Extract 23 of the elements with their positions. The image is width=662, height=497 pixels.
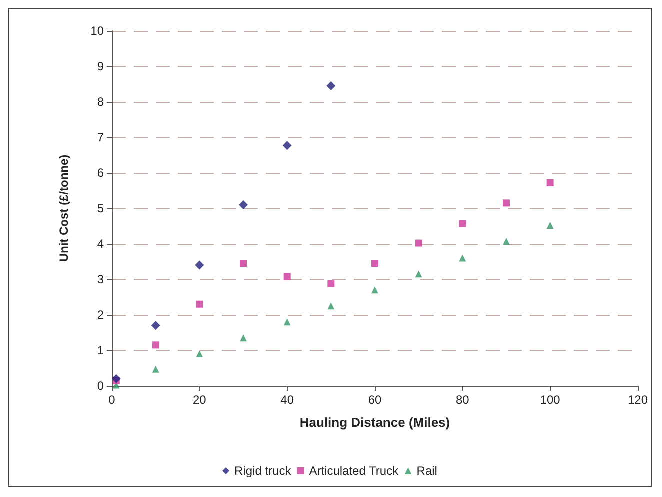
x-tick-label: 20 [192, 393, 207, 407]
x-tick-label: 0 [108, 393, 116, 407]
x-tick-label: 60 [368, 393, 382, 407]
x-tick-label: 120 [628, 393, 648, 407]
y-tick-label: 9 [97, 60, 104, 74]
y-axis-title: Unit Cost (£/tonne) [57, 154, 71, 262]
y-tick-label: 3 [97, 272, 104, 286]
x-tick-label: 40 [280, 393, 294, 407]
y-tick-label: 6 [97, 166, 104, 180]
y-tick-label: 10 [90, 24, 104, 38]
y-tick-label: 4 [97, 237, 104, 251]
y-tick-label: 1 [97, 344, 104, 358]
legend-label: Articulated Truck [309, 464, 400, 478]
y-tick-label: 5 [97, 202, 104, 216]
y-tick-label: 0 [97, 379, 104, 393]
legend-label: Rigid truck [234, 464, 292, 478]
x-axis-title: Hauling Distance (Miles) [300, 415, 450, 430]
y-tick-label: 8 [97, 95, 104, 109]
y-tick-label: 2 [97, 308, 104, 322]
x-tick-label: 80 [456, 393, 470, 407]
y-tick-label: 7 [97, 130, 104, 144]
legend-label: Rail [416, 464, 438, 478]
x-tick-label: 100 [540, 393, 561, 407]
